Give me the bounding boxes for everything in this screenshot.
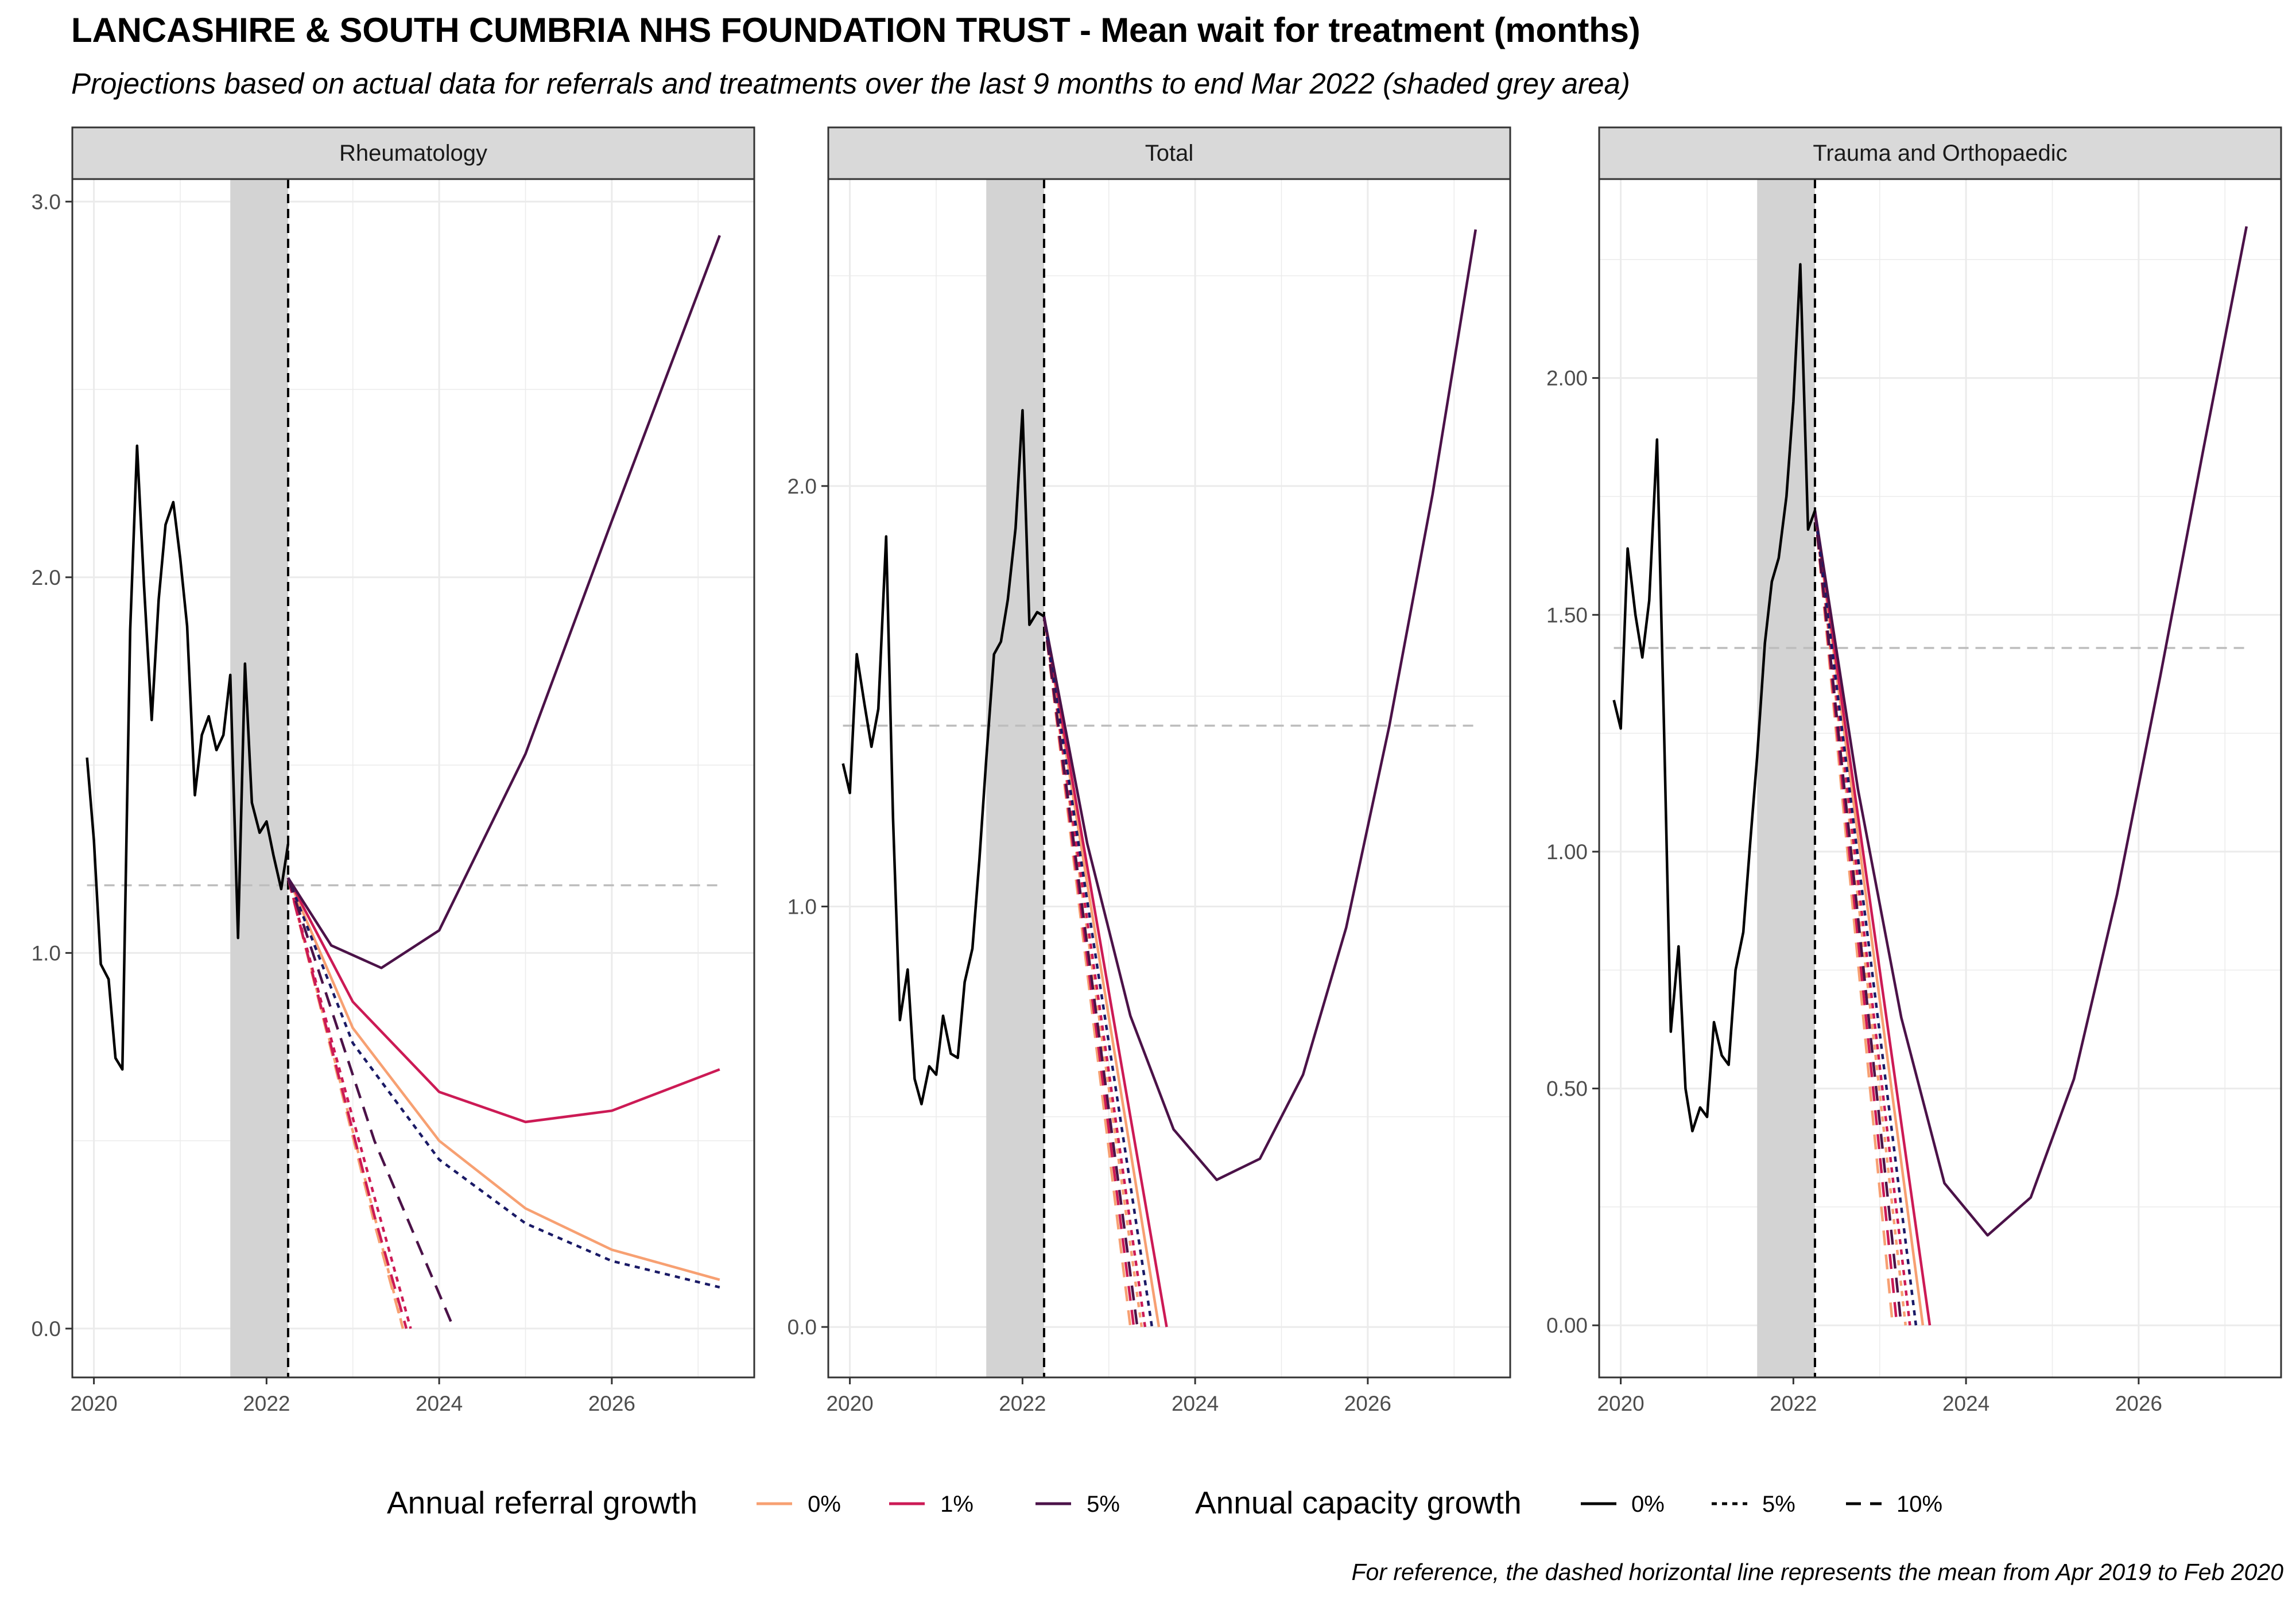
projection-line-ref-5pct-cap-5pct: [1813, 510, 1918, 1326]
plot-area: [72, 179, 754, 1377]
shaded-actual-window: [986, 179, 1044, 1377]
panel-strip: [1598, 126, 2282, 180]
panel-1: Total 2020 2022 2024 2026 0.0 1.0 2.0: [788, 126, 1511, 1415]
x-tick-label: 2022: [999, 1392, 1046, 1415]
actual-mean-wait-line: [1612, 263, 1817, 1133]
projection-line-ref-5pct-cap-5pct: [286, 877, 720, 1289]
projection-line-ref-1pct-cap-5pct: [1813, 510, 1911, 1326]
legend-title-capacity-growth: Annual capacity growth: [1195, 1485, 1522, 1520]
y-tick-label: 3.0: [32, 190, 61, 214]
projection-line-ref-5pct-cap-5pct: [1042, 616, 1154, 1327]
chart-panels: Rheumatology 2020 2022 2024 2026 0.0 1.0 2.0 3.0…: [32, 126, 2282, 1415]
panel-border: [1598, 178, 2282, 1379]
projection-line-ref-0pct-cap-10pct: [286, 877, 405, 1329]
legend-referral-keys: 0% 1% 5%: [757, 1492, 1120, 1517]
legend-label-capacity-0: 0%: [1631, 1492, 1665, 1517]
chart-title: LANCASHIRE & SOUTH CUMBRIA NHS FOUNDATIO…: [71, 11, 1640, 49]
panel-border: [827, 178, 1511, 1379]
y-tick-label: 0.0: [32, 1317, 61, 1341]
projection-line-ref-1pct-cap-10pct: [286, 877, 408, 1329]
y-tick-label: 0.00: [1546, 1314, 1588, 1337]
y-tick-label: 1.00: [1546, 840, 1588, 864]
projection-line-ref-1pct-cap-0pct: [1813, 510, 1932, 1326]
projection-line-ref-0pct-cap-0pct: [286, 877, 720, 1281]
projection-line-ref-5pct-cap-0pct: [1042, 229, 1477, 1181]
projection-line-ref-5pct-cap-10pct: [286, 877, 455, 1329]
projection-line-ref-0pct-cap-10pct: [1813, 510, 1894, 1326]
y-tick-label: 2.00: [1546, 367, 1588, 390]
chart-subtitle: Projections based on actual data for ref…: [71, 67, 1630, 100]
panel-0: Rheumatology 2020 2022 2024 2026 0.0 1.0 2.0 3.0: [32, 126, 755, 1415]
x-tick-label: 2026: [1344, 1392, 1391, 1415]
legend-label-referral-0: 0%: [808, 1492, 841, 1517]
y-tick-label: 1.0: [32, 941, 61, 965]
chart-caption: For reference, the dashed horizontal lin…: [1351, 1559, 2283, 1585]
plot-area: [1599, 179, 2281, 1377]
x-tick-label: 2022: [1770, 1392, 1817, 1415]
actual-mean-wait-line: [841, 409, 1045, 1106]
projection-line-ref-5pct-cap-0pct: [1813, 226, 2248, 1237]
projection-line-ref-1pct-cap-5pct: [286, 877, 412, 1329]
x-tick-label: 2020: [70, 1392, 117, 1415]
y-tick-label: 1.50: [1546, 603, 1588, 627]
legend-title-referral-growth: Annual referral growth: [387, 1485, 697, 1520]
panel-border: [71, 178, 755, 1379]
panel-2: Trauma and Orthopaedic 2020 2022 2024 2026 0.…: [1546, 126, 2282, 1415]
y-tick-label: 0.0: [788, 1315, 817, 1339]
actual-mean-wait-line: [86, 444, 290, 1071]
y-tick-label: 1.0: [788, 895, 817, 918]
x-tick-label: 2022: [243, 1392, 290, 1415]
panel-title: Trauma and Orthopaedic: [1813, 141, 2067, 166]
panel-title: Rheumatology: [339, 141, 487, 166]
projection-line-ref-1pct-cap-10pct: [1813, 510, 1899, 1326]
legend: Annual referral growth 0% 1% 5% Annual cap…: [387, 1485, 1942, 1520]
legend-label-capacity-2: 10%: [1896, 1492, 1942, 1517]
shaded-actual-window: [230, 179, 288, 1377]
legend-capacity-keys: 0% 5% 10%: [1581, 1492, 1942, 1517]
x-tick-label: 2026: [2115, 1392, 2162, 1415]
projection-line-ref-5pct-cap-0pct: [287, 235, 721, 969]
panel-strip: [827, 126, 1511, 180]
y-tick-label: 2.0: [788, 475, 817, 498]
x-tick-label: 2026: [588, 1392, 635, 1415]
legend-label-capacity-1: 5%: [1762, 1492, 1795, 1517]
projection-line-ref-1pct-cap-0pct: [286, 877, 720, 1124]
x-tick-label: 2020: [826, 1392, 873, 1415]
legend-label-referral-2: 5%: [1087, 1492, 1120, 1517]
plot-area: [828, 179, 1510, 1377]
projection-line-ref-1pct-cap-0pct: [1042, 616, 1168, 1327]
legend-label-referral-1: 1%: [940, 1492, 974, 1517]
x-tick-label: 2024: [416, 1392, 463, 1415]
x-tick-label: 2024: [1172, 1392, 1219, 1415]
x-tick-label: 2020: [1597, 1392, 1644, 1415]
projection-line-ref-5pct-cap-10pct: [1813, 510, 1903, 1326]
y-tick-label: 2.0: [32, 566, 61, 589]
shaded-actual-window: [1757, 179, 1815, 1377]
x-tick-label: 2024: [1942, 1392, 1989, 1415]
y-tick-label: 0.50: [1546, 1077, 1588, 1101]
projection-line-ref-5pct-cap-10pct: [1042, 616, 1139, 1327]
panel-title: Total: [1145, 141, 1194, 166]
